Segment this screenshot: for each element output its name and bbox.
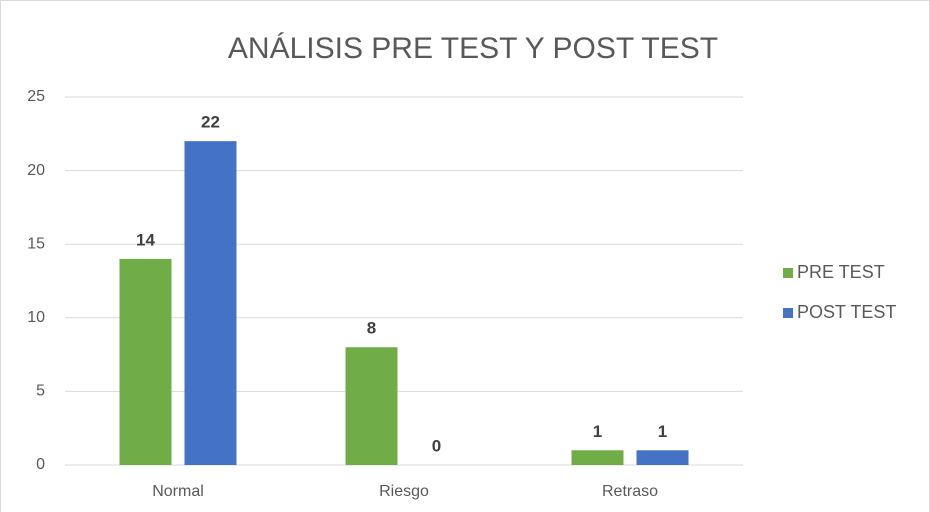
legend-swatch bbox=[783, 308, 793, 318]
bar bbox=[345, 347, 398, 465]
value-label: 0 bbox=[432, 436, 441, 455]
bar bbox=[119, 258, 172, 465]
legend-label: PRE TEST bbox=[797, 262, 885, 282]
bar bbox=[184, 141, 237, 465]
y-tick-label: 0 bbox=[36, 456, 45, 473]
y-tick-label: 5 bbox=[36, 383, 45, 400]
value-label: 1 bbox=[658, 422, 667, 441]
bar bbox=[571, 450, 624, 465]
value-label: 14 bbox=[136, 230, 155, 249]
x-tick-label: Riesgo bbox=[379, 483, 429, 500]
x-tick-label: Retraso bbox=[602, 483, 658, 500]
value-label: 1 bbox=[593, 422, 602, 441]
legend-swatch bbox=[783, 268, 793, 278]
bar bbox=[636, 450, 689, 465]
y-tick-label: 10 bbox=[27, 309, 45, 326]
legend-label: POST TEST bbox=[797, 302, 896, 322]
x-tick-label: Normal bbox=[152, 483, 204, 500]
value-label: 22 bbox=[201, 113, 220, 132]
chart-title: ANÁLISIS PRE TEST Y POST TEST bbox=[228, 32, 718, 65]
value-label: 8 bbox=[367, 319, 376, 338]
y-tick-label: 15 bbox=[27, 235, 45, 252]
y-tick-label: 25 bbox=[27, 88, 45, 105]
y-tick-label: 20 bbox=[27, 162, 45, 179]
